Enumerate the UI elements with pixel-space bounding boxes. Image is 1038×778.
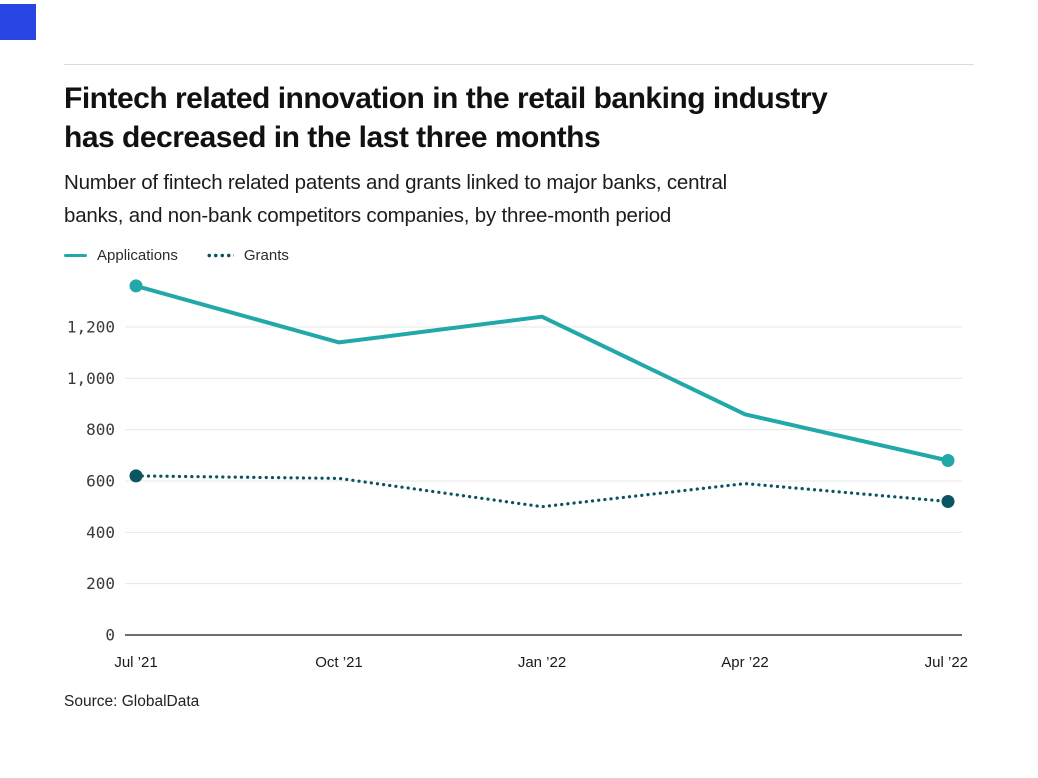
chart-legend: Applications Grants: [64, 247, 289, 264]
grants-dotted-line-swatch-icon: [205, 253, 234, 258]
title-line-2: has decreased in the last three months: [64, 121, 601, 154]
endpoint-dot-applications: [941, 454, 955, 467]
endpoint-dot-grants: [941, 495, 955, 508]
y-tick-label: 200: [86, 574, 115, 593]
y-tick-label: 1,000: [67, 369, 115, 388]
endpoint-dot-applications: [129, 279, 143, 293]
legend-item-grants: Grants: [205, 247, 289, 264]
page-title: Fintech related innovation in the retail…: [64, 79, 974, 157]
brand-mark: [0, 4, 36, 40]
y-tick-label: 400: [86, 523, 115, 542]
x-tick-label: Oct ’21: [315, 654, 363, 671]
y-tick-label: 600: [86, 472, 115, 491]
subtitle-line-2: banks, and non-bank competitors companie…: [64, 204, 672, 227]
legend-item-applications: Applications: [64, 247, 178, 264]
title-line-1: Fintech related innovation in the retail…: [64, 82, 828, 115]
endpoint-dot-grants: [129, 469, 143, 483]
series-line-applications: [134, 283, 950, 463]
x-tick-label: Jul ’22: [925, 654, 968, 671]
legend-label-applications: Applications: [97, 247, 178, 264]
x-tick-label: Jan ’22: [518, 654, 566, 671]
x-tick-label: Apr ’22: [721, 654, 769, 671]
legend-label-grants: Grants: [243, 247, 289, 264]
y-tick-label: 800: [86, 420, 115, 439]
applications-line-swatch-icon: [64, 253, 87, 258]
y-tick-label: 1,200: [67, 318, 115, 337]
x-tick-label: Jul ’21: [114, 654, 157, 671]
y-tick-label: 0: [105, 626, 115, 645]
chart-subtitle: Number of fintech related patents and gr…: [64, 166, 984, 232]
header-divider: [64, 64, 974, 65]
series-line-grants: [134, 474, 950, 509]
source-note: Source: GlobalData: [64, 693, 200, 710]
subtitle-line-1: Number of fintech related patents and gr…: [64, 171, 728, 194]
